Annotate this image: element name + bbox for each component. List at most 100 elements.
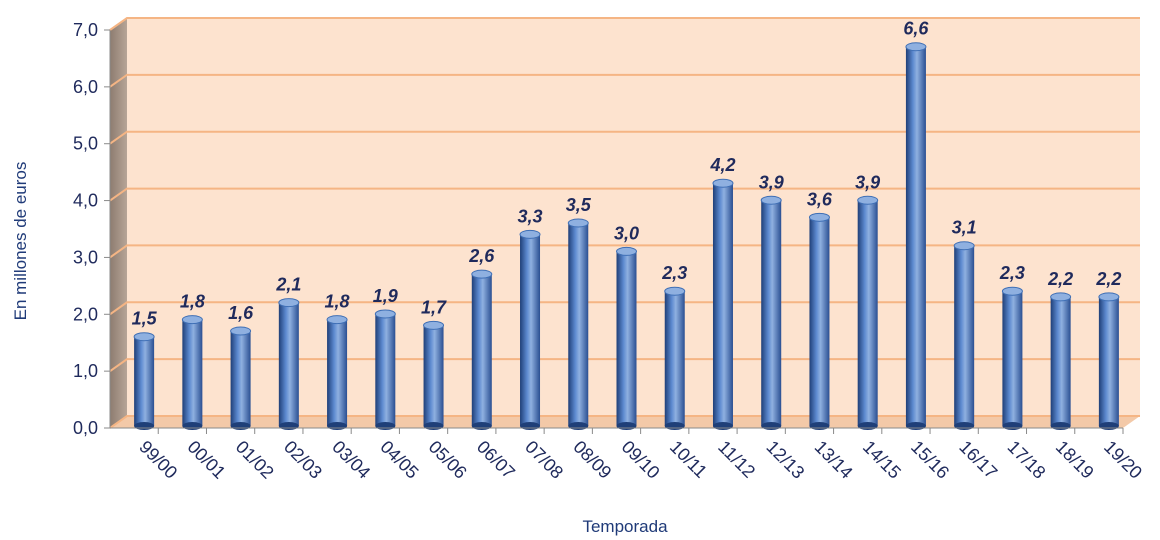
bar-body [761, 200, 782, 426]
x-tick-label: 11/12 [714, 437, 759, 482]
x-tick-label: 15/16 [907, 437, 953, 483]
bar-body [230, 331, 251, 426]
bar-body [471, 274, 492, 426]
y-tick-label: 1,0 [73, 361, 98, 381]
gridline [109, 130, 1140, 145]
bar [230, 326, 252, 430]
bar-body [857, 200, 878, 426]
x-tick-label: 00/01 [184, 437, 230, 483]
bar-base [809, 422, 830, 430]
bar-base [568, 422, 589, 430]
data-label: 3,9 [759, 172, 784, 192]
data-label: 1,8 [325, 292, 350, 312]
gridline [109, 244, 1140, 259]
bar-top [808, 212, 830, 222]
x-axis-title: Temporada [582, 517, 668, 536]
bar-body [182, 319, 203, 426]
bar-body [1002, 291, 1023, 426]
bar-top [1098, 292, 1120, 302]
bar-body [520, 234, 541, 426]
x-tick-label: 10/11 [666, 437, 711, 482]
bar-base [712, 422, 733, 430]
bar-top [181, 315, 203, 325]
side-wall [110, 18, 127, 428]
bar-base [182, 422, 203, 430]
bar-top [953, 241, 975, 251]
bar-top [712, 178, 734, 188]
bar-base [1098, 422, 1119, 430]
x-tick-label: 08/09 [569, 437, 615, 483]
bar [567, 218, 589, 430]
bar-base [664, 422, 685, 430]
bar [519, 229, 541, 430]
bar-base [471, 422, 492, 430]
bar-body [1098, 296, 1119, 426]
data-label: 2,1 [275, 275, 301, 295]
bar-body [423, 325, 444, 426]
y-tick-label: 3,0 [73, 247, 98, 267]
bar-base [954, 422, 975, 430]
bar-base [327, 422, 348, 430]
data-label: 3,1 [952, 218, 977, 238]
data-label: 2,2 [1047, 269, 1073, 289]
y-tick-label: 0,0 [73, 418, 98, 438]
y-tick-label: 6,0 [73, 77, 98, 97]
bar-top [760, 195, 782, 205]
data-labels: 1,5 1,8 1,6 2,1 1,8 1,9 1,7 2,6 3,3 3,5 3,0 2,3 4,2 3… [132, 19, 1122, 329]
bar-body [375, 313, 396, 426]
bar [760, 195, 782, 430]
bar [181, 315, 203, 430]
bar [374, 309, 396, 430]
data-label: 1,8 [180, 292, 205, 312]
bar-top [278, 298, 300, 308]
data-label: 3,6 [807, 189, 833, 209]
gridline [109, 73, 1140, 88]
bar-base [134, 422, 155, 430]
data-label: 1,7 [421, 297, 447, 317]
gridline [109, 415, 1140, 429]
y-tick-label: 4,0 [73, 191, 98, 211]
bar-top [664, 286, 686, 296]
bar [664, 286, 686, 430]
data-label: 2,3 [661, 263, 687, 283]
bar [278, 298, 300, 430]
bar-body [568, 223, 589, 426]
x-tick-label: 04/05 [376, 437, 422, 483]
gridline [109, 17, 1140, 31]
bar-top [133, 332, 155, 342]
x-tick-label: 05/06 [425, 437, 471, 483]
bar-base [761, 422, 782, 430]
bar-top [1050, 292, 1072, 302]
bar [905, 42, 927, 430]
data-label: 2,3 [999, 263, 1025, 283]
bar-top [519, 229, 541, 239]
bar-body [712, 183, 733, 426]
data-label: 3,5 [566, 195, 592, 215]
bar-body [905, 46, 926, 426]
bar-base [1002, 422, 1023, 430]
y-tick-label: 2,0 [73, 304, 98, 324]
bar-body [134, 336, 155, 426]
bar-base [1050, 422, 1071, 430]
x-tick-label: 13/14 [811, 437, 857, 483]
x-tick-label: 06/07 [473, 437, 519, 483]
data-label: 4,2 [709, 155, 735, 175]
bar [712, 178, 734, 430]
bar-body [1050, 296, 1071, 426]
bar [326, 315, 348, 430]
x-axis-ticks: 99/00 00/01 01/02 02/03 03/04 04/05 05/06 06/07… [110, 427, 1146, 483]
gridline [109, 358, 1140, 372]
bar-body [278, 302, 299, 426]
bar-body [954, 245, 975, 426]
x-tick-label: 09/10 [618, 437, 664, 483]
y-tick-label: 5,0 [73, 134, 98, 154]
data-label: 6,6 [903, 19, 929, 39]
data-label: 3,9 [855, 172, 880, 192]
data-label: 1,5 [132, 309, 158, 329]
data-label: 3,3 [518, 206, 543, 226]
data-label: 3,0 [614, 223, 639, 243]
y-axis-title: En millones de euros [11, 162, 30, 321]
data-label: 2,6 [468, 246, 495, 266]
